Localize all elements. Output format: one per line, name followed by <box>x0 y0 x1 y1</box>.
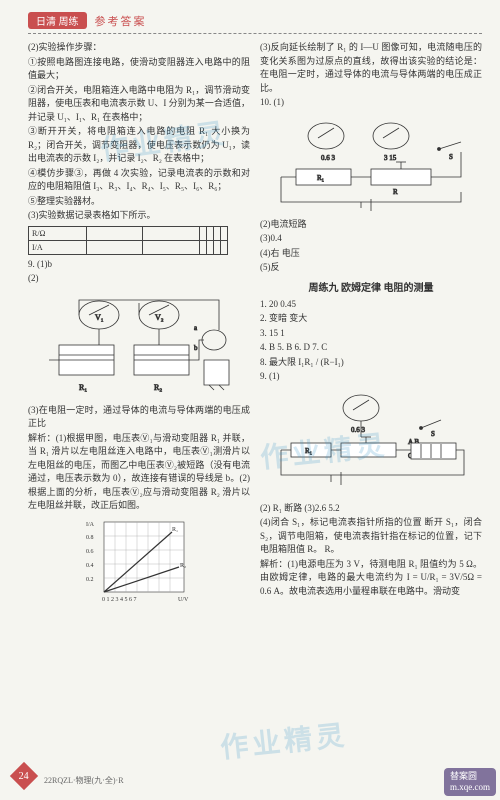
svg-text:R₁: R₁ <box>317 174 324 182</box>
svg-text:3 15: 3 15 <box>384 154 397 162</box>
header-pill: 日清 周练 <box>28 12 87 29</box>
wm-line: m.xqe.com <box>450 782 490 793</box>
svg-text:I/A: I/A <box>86 522 95 528</box>
text: ④模仿步骤③，再做 4 次实验，记录电流表的示数和对应的电阻箱阻值 I₃、R₃、… <box>28 167 250 194</box>
cell: R/Ω <box>29 226 87 240</box>
text: (2)电流短路 <box>260 218 482 232</box>
answer: 9. (1) <box>260 370 482 384</box>
text: 9. (1)b <box>28 258 250 272</box>
text: (2)实验操作步骤： <box>28 41 250 55</box>
circuit-diagram: V₁ V₂ R₁ R₂ a <box>39 290 239 400</box>
header-title: 参考答案 <box>95 13 147 29</box>
text: (3)0.4 <box>260 232 482 246</box>
right-column: (3)反向延长绘制了 R₁ 的 I—U 图像可知，电流随电压的变化关系图为过原点… <box>260 40 482 611</box>
svg-text:V₂: V₂ <box>155 313 164 322</box>
svg-text:a: a <box>194 324 198 332</box>
page-number-badge: 24 <box>10 762 38 790</box>
text: (5)反 <box>260 261 482 275</box>
answer: 8. 最大限 I₁R₁ / (R−I₁) <box>260 356 482 370</box>
svg-text:R₁: R₁ <box>79 383 87 392</box>
text: (3)实验数据记录表格如下所示。 <box>28 209 250 223</box>
svg-text:R₁: R₁ <box>305 447 312 455</box>
svg-text:R: R <box>393 188 398 196</box>
corner-watermark: 替案圆 m.xqe.com <box>444 768 496 796</box>
svg-text:R₂: R₂ <box>154 383 162 392</box>
text: (2) R₁ 断路 (3)2.6 5.2 <box>260 502 482 516</box>
svg-text:S: S <box>449 153 453 161</box>
svg-text:U/V: U/V <box>178 597 189 603</box>
svg-text:V₁: V₁ <box>95 313 104 322</box>
circuit-diagram: 0.6 3 3 15 R₁ R S <box>271 114 471 214</box>
text: (2) <box>28 272 250 286</box>
text: (3)反向延长绘制了 R₁ 的 I—U 图像可知，电流随电压的变化关系图为过原点… <box>260 41 482 95</box>
iu-chart: R₁ R₂ I/A 0.8 0.6 0.4 0.2 0 1 2 3 4 5 6 … <box>84 517 194 607</box>
text: ⑤整理实验器材。 <box>28 195 250 209</box>
svg-text:0.6 3: 0.6 3 <box>321 154 336 162</box>
answer: 1. 20 0.45 <box>260 298 482 312</box>
svg-text:R₁: R₁ <box>172 527 178 533</box>
svg-text:0.2: 0.2 <box>86 577 94 583</box>
svg-text:b: b <box>194 344 198 352</box>
text: (4)右 电压 <box>260 247 482 261</box>
footer-code: 22RQZL·物理(九·全)·R <box>44 775 124 786</box>
svg-text:0.6: 0.6 <box>86 549 94 555</box>
text: 10. (1) <box>260 96 482 110</box>
text: ①按照电路图连接电路，使滑动变阻器连入电路中的阻值最大； <box>28 56 250 83</box>
circuit-diagram: 0.6 3 R₁ A B C D S <box>271 388 471 498</box>
data-table: R/Ω I/A <box>28 226 228 255</box>
left-column: (2)实验操作步骤： ①按照电路图连接电路，使滑动变阻器连入电路中的阻值最大； … <box>28 40 250 611</box>
svg-text:0.4: 0.4 <box>86 563 94 569</box>
text: (4)闭合 S₁，标记电流表指针所指的位置 断开 S₁，闭合 S₂，调节电阻箱，… <box>260 516 482 557</box>
svg-text:0.6 3: 0.6 3 <box>351 426 366 434</box>
text: (3)在电阻一定时，通过导体的电流与导体两端的电压成正比 <box>28 404 250 431</box>
answer: 3. 15 1 <box>260 327 482 341</box>
text: ②闭合开关，电阻箱连入电路中电阻为 R₁，调节滑动变阻器，使电压表和电流表示数 … <box>28 84 250 125</box>
answer: 2. 变暗 变大 <box>260 312 482 326</box>
section-title: 周练九 欧姆定律 电阻的测量 <box>260 279 482 294</box>
answer: 4. B 5. B 6. D 7. C <box>260 341 482 355</box>
svg-text:S: S <box>431 430 435 438</box>
svg-text:0.8: 0.8 <box>86 535 94 541</box>
cell: I/A <box>29 240 87 254</box>
watermark: 作业精灵 <box>218 713 349 766</box>
svg-text:0 1 2 3 4 5 6 7: 0 1 2 3 4 5 6 7 <box>102 597 137 603</box>
page-number: 24 <box>19 771 29 782</box>
text: ③断开开关，将电阻箱连入电路的电阻 R₁ 大小换为 R₂；闭合开关，调节变阻器，… <box>28 125 250 166</box>
text: 解析：(1)电源电压为 3 V，待测电阻 R₁ 阻值约为 5 Ω。由欧姆定律，电… <box>260 558 482 599</box>
svg-text:R₂: R₂ <box>180 563 186 569</box>
text: 解析：(1)根据甲图，电压表Ⓥ₁与滑动变阻器 R₁ 并联，当 R₁ 滑片以左电阻… <box>28 432 250 513</box>
wm-line: 替案圆 <box>450 771 490 782</box>
